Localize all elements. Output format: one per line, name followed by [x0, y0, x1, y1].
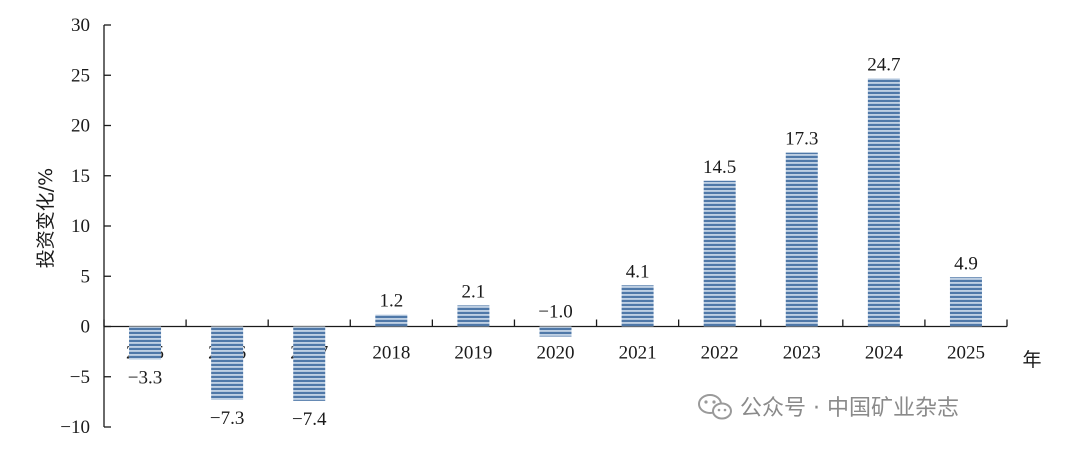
- data-label: 4.9: [954, 253, 978, 274]
- x-tick-label: 2020: [537, 343, 575, 364]
- bar-2024: [867, 78, 900, 327]
- bar-2023: [785, 152, 818, 327]
- y-tick-label: 15: [71, 166, 90, 187]
- x-tick-label: 2018: [372, 343, 410, 364]
- data-label: 4.1: [626, 261, 650, 282]
- y-tick-label: 0: [81, 317, 91, 338]
- bar-2022: [703, 180, 736, 327]
- watermark: 公众号 · 中国矿业杂志: [698, 394, 959, 421]
- data-label: 24.7: [867, 54, 900, 75]
- y-tick-label: −10: [60, 417, 90, 438]
- bar-2025: [949, 277, 982, 327]
- data-label: −7.4: [292, 409, 327, 430]
- data-label: 2.1: [462, 281, 486, 302]
- data-label: 1.2: [379, 290, 403, 311]
- y-axis: 30 25 20 15 10 5 0 −5 −10: [60, 15, 111, 438]
- bar-2015: [129, 326, 162, 360]
- watermark-text: 公众号 · 中国矿业杂志: [740, 396, 959, 421]
- y-tick-label: 5: [81, 266, 91, 287]
- wechat-icon: [698, 394, 732, 420]
- data-label: −7.3: [210, 408, 244, 429]
- x-axis-unit-label: 年: [1022, 349, 1041, 371]
- x-tick-label: 2025: [947, 343, 985, 364]
- y-tick-label: 10: [71, 216, 90, 237]
- x-tick-label: 2024: [865, 343, 904, 364]
- y-tick-label: 25: [71, 65, 90, 86]
- x-tick-label: 2019: [454, 343, 492, 364]
- bar-2018: [375, 314, 408, 327]
- data-labels: −3.3 −7.3 −7.4 1.2 2.1 −1.0 4.1 14.5 17.3 24.7 4.9: [128, 54, 978, 430]
- y-tick-label: 20: [71, 116, 90, 137]
- y-axis-label: 投资变化/%: [35, 168, 57, 268]
- x-tick-label: 2022: [701, 343, 739, 364]
- bars: [129, 78, 982, 401]
- data-label: −1.0: [538, 302, 572, 323]
- bar-2019: [457, 305, 490, 327]
- y-tick-label: −5: [70, 367, 90, 388]
- data-label: −3.3: [128, 368, 162, 389]
- x-tick-label: 2021: [619, 343, 657, 364]
- bar-2017: [293, 326, 326, 401]
- y-tick-label: 30: [71, 15, 90, 36]
- bar-2021: [621, 285, 654, 327]
- bar-2016: [211, 326, 244, 400]
- data-label: 17.3: [785, 129, 818, 150]
- x-tick-label: 2023: [783, 343, 821, 364]
- bar-2020: [539, 326, 572, 337]
- data-label: 14.5: [703, 157, 736, 178]
